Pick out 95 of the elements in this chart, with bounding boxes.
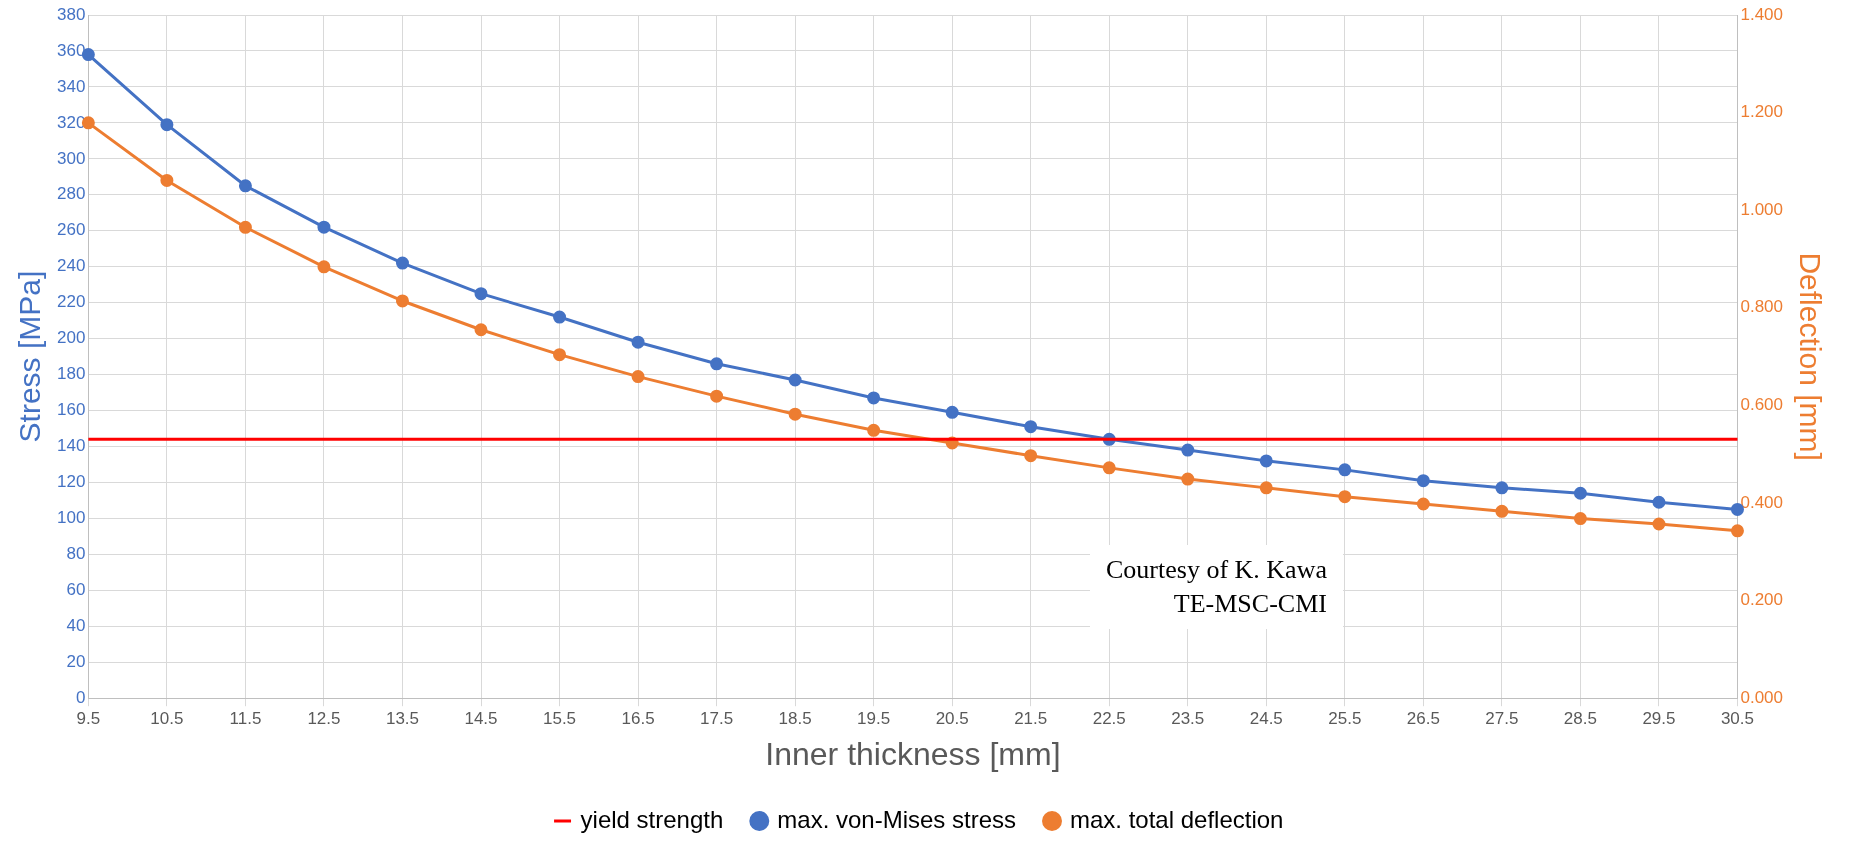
x-tick-label: 24.5 (1249, 709, 1283, 729)
point (474, 287, 488, 301)
y-tick-label: 260 (56, 220, 86, 240)
y-tick-label: 340 (56, 76, 86, 96)
x-tick-label: 17.5 (700, 709, 734, 729)
point (1024, 420, 1038, 434)
y-tick-label: 240 (56, 256, 86, 276)
y-tick-label: 0 (75, 687, 86, 707)
point (474, 323, 488, 337)
y-axis-title: Stress [MPa] (13, 270, 47, 443)
point (395, 294, 409, 308)
point (553, 348, 567, 362)
y-tick-label: 300 (56, 148, 86, 168)
point (1495, 504, 1509, 518)
point (710, 357, 724, 371)
y-tick-label: 140 (56, 436, 86, 456)
y2-tick-label: 1.000 (1740, 199, 1784, 219)
point (1102, 461, 1116, 475)
legend-label: max. total deflection (1070, 805, 1284, 833)
point (1573, 486, 1587, 500)
x-tick-label: 12.5 (307, 709, 341, 729)
y-tick-label: 160 (56, 400, 86, 420)
y-tick-label: 40 (66, 615, 86, 635)
point (1652, 517, 1666, 531)
y-tick-label: 100 (56, 508, 86, 528)
point (317, 260, 331, 274)
y-tick-label: 200 (56, 328, 86, 348)
y-tick-label: 20 (66, 651, 86, 671)
x-tick-label: 30.5 (1720, 709, 1755, 729)
y-tick-label: 60 (66, 580, 86, 600)
x-tick-label: 25.5 (1328, 709, 1362, 729)
point (160, 118, 174, 132)
y2-tick-label: 1.400 (1740, 4, 1784, 24)
point (238, 179, 252, 193)
point (1024, 449, 1038, 463)
y-tick-label: 180 (56, 364, 86, 384)
point (160, 173, 174, 187)
point (1652, 495, 1666, 509)
point (1259, 454, 1273, 468)
x-tick-label: 15.5 (542, 709, 577, 729)
x-tick-label: 29.5 (1642, 709, 1676, 729)
point (867, 423, 881, 437)
y-tick-label: 80 (66, 544, 86, 564)
point (1495, 481, 1509, 495)
point (1573, 512, 1587, 526)
x-tick-label: 27.5 (1485, 709, 1519, 729)
point (945, 405, 959, 419)
x-tick-label: 18.5 (778, 709, 812, 729)
point (1259, 481, 1273, 495)
point (1416, 497, 1430, 511)
point (710, 389, 724, 403)
annotation: TE-MSC-CMI (1172, 587, 1327, 620)
point (1338, 463, 1352, 477)
x-tick-label: 28.5 (1563, 709, 1597, 729)
x-tick-label: 14.5 (464, 709, 498, 729)
point (867, 391, 881, 405)
point (317, 220, 331, 234)
y2-tick-label: 0.400 (1740, 492, 1784, 512)
annotation: Courtesy of K. Kawa (1106, 554, 1327, 586)
x-tick-label: 16.5 (621, 709, 655, 729)
y2-axis-title: Deflection [mm] (1793, 252, 1827, 461)
point (788, 373, 802, 387)
point (1338, 490, 1352, 504)
x-axis-title: Inner thickness [mm] (765, 735, 1061, 772)
y-tick-label: 280 (56, 184, 86, 204)
point (553, 310, 567, 324)
point (788, 407, 802, 421)
y2-tick-label: 0.200 (1740, 590, 1784, 610)
x-tick-label: 19.5 (857, 709, 891, 729)
y2-tick-label: 0.600 (1740, 395, 1784, 415)
point (1181, 472, 1195, 486)
legend-label: yield strength (580, 805, 724, 833)
point (1181, 443, 1195, 457)
point (1730, 524, 1744, 538)
y2-tick-label: 0.800 (1740, 297, 1784, 317)
x-tick-label: 9.5 (76, 709, 101, 729)
point (238, 220, 252, 234)
point (395, 256, 409, 270)
y2-tick-label: 1.200 (1740, 102, 1784, 122)
x-tick-label: 13.5 (385, 709, 420, 729)
point (631, 370, 645, 384)
y-tick-label: 380 (56, 4, 86, 24)
point (1416, 474, 1430, 488)
x-tick-label: 10.5 (150, 709, 184, 729)
x-tick-label: 20.5 (935, 709, 969, 729)
point (631, 335, 645, 349)
x-tick-label: 21.5 (1014, 709, 1048, 729)
x-tick-label: 22.5 (1092, 709, 1126, 729)
x-tick-label: 11.5 (229, 709, 262, 729)
legend-label: max. von-Mises stress (777, 805, 1017, 833)
x-tick-label: 23.5 (1171, 709, 1205, 729)
y-tick-label: 220 (56, 292, 86, 312)
y2-tick-label: 0.000 (1740, 687, 1784, 707)
x-tick-label: 26.5 (1406, 709, 1440, 729)
y-tick-label: 120 (56, 472, 86, 492)
